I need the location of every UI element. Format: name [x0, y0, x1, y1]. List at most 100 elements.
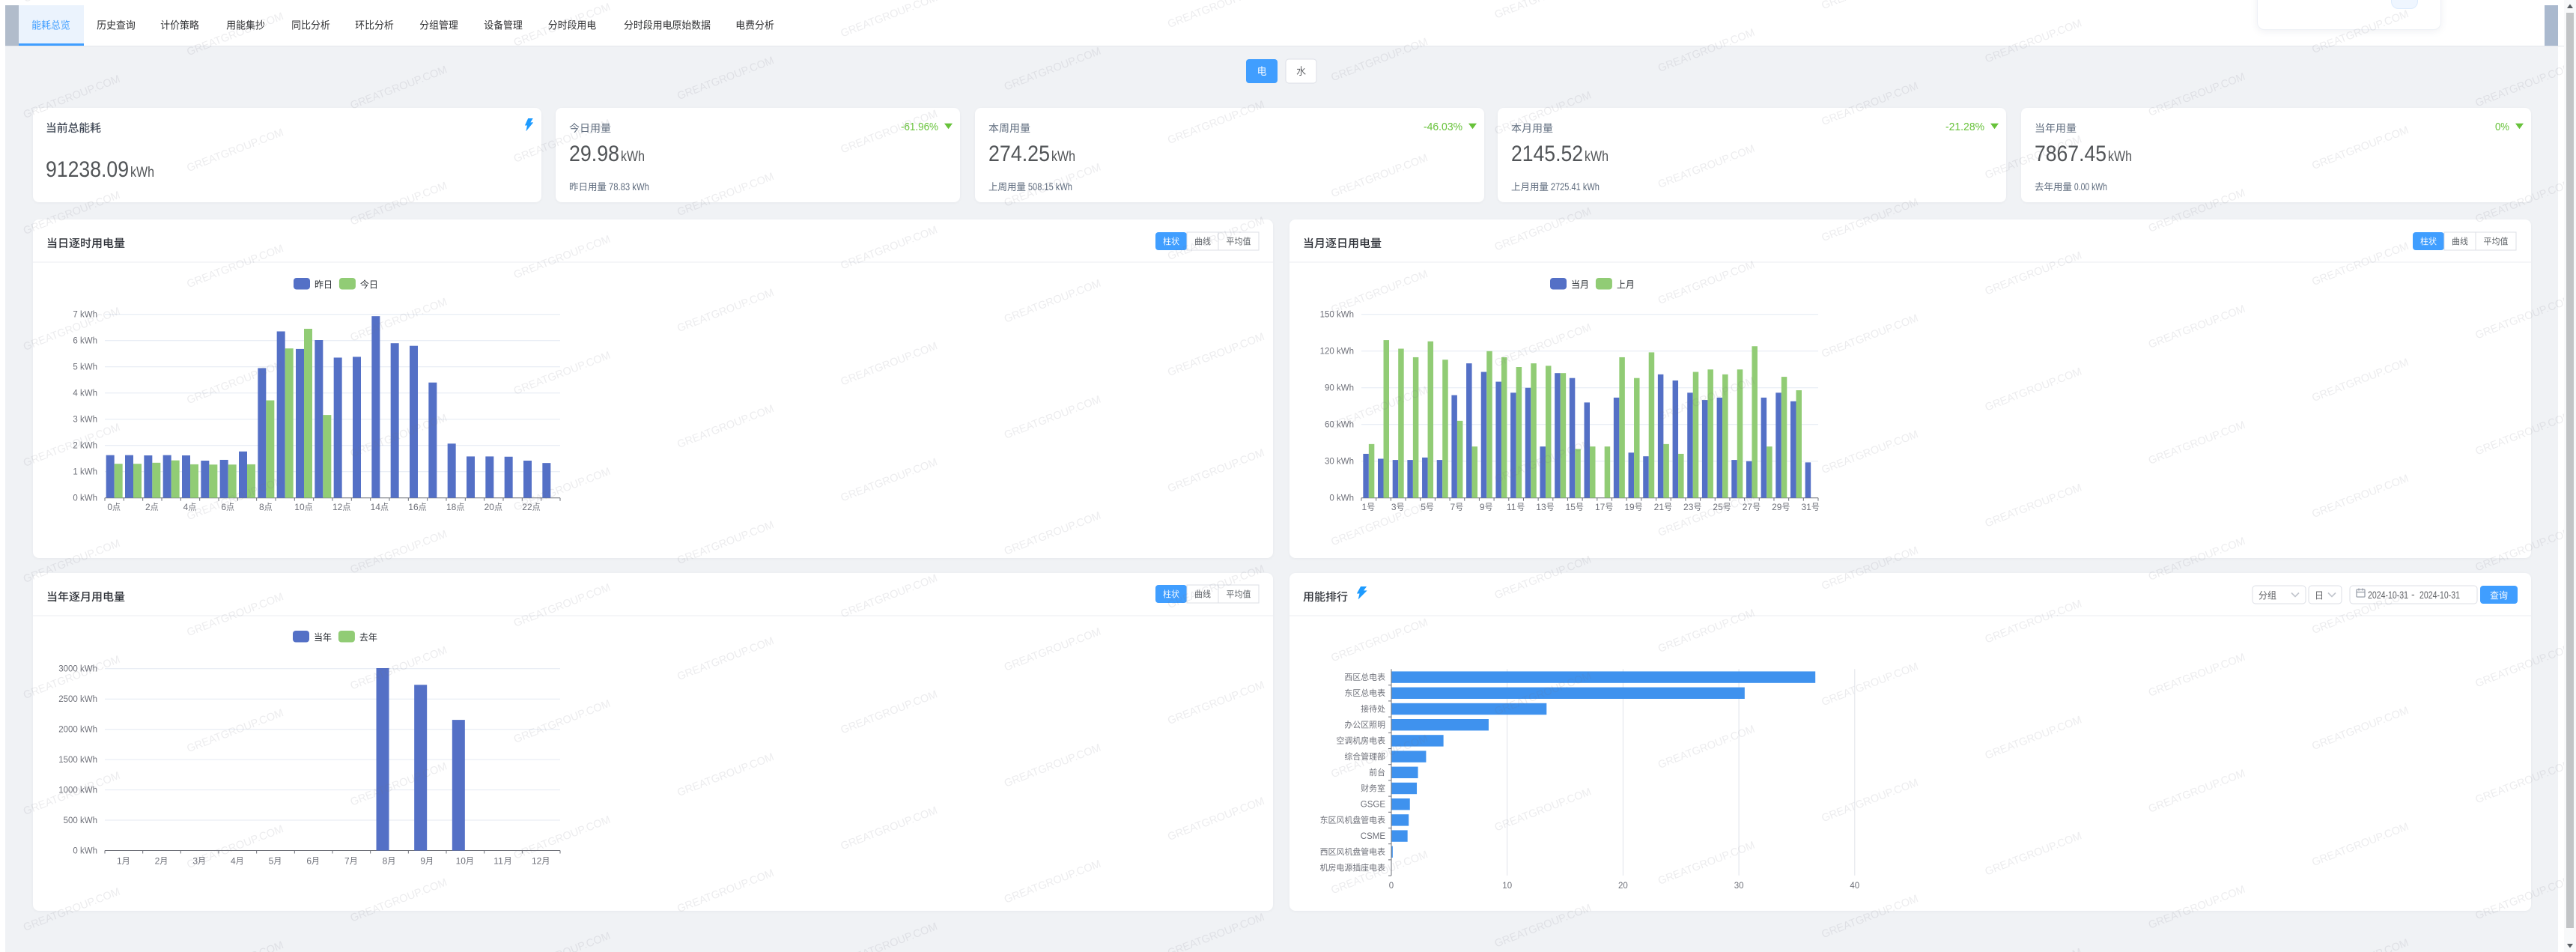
svg-text:GREATGROUP.COM: GREATGROUP.COM	[185, 10, 285, 58]
svg-text:1500 kWh: 1500 kWh	[58, 756, 97, 765]
svg-text:GREATGROUP.COM: GREATGROUP.COM	[1656, 607, 1757, 655]
svg-text:0: 0	[1389, 882, 1394, 891]
svg-text:GREATGROUP.COM: GREATGROUP.COM	[2147, 0, 2247, 3]
svg-text:GREATGROUP.COM: GREATGROUP.COM	[839, 804, 940, 852]
svg-text:GREATGROUP.COM: GREATGROUP.COM	[1984, 366, 2084, 413]
svg-text:GREATGROUP.COM: GREATGROUP.COM	[1820, 428, 1920, 476]
svg-text:GREATGROUP.COM: GREATGROUP.COM	[1984, 946, 2084, 952]
svg-text:GREATGROUP.COM: GREATGROUP.COM	[675, 55, 776, 103]
svg-text:0 kWh: 0 kWh	[1329, 494, 1354, 503]
svg-text:20: 20	[484, 502, 495, 512]
svg-text:GREATGROUP.COM: GREATGROUP.COM	[1820, 0, 1920, 12]
svg-text:12: 12	[532, 856, 542, 867]
svg-text:GREATGROUP.COM: GREATGROUP.COM	[2310, 8, 2411, 56]
svg-text:GREATGROUP.COM: GREATGROUP.COM	[185, 359, 285, 407]
svg-text:1: 1	[1361, 502, 1367, 512]
svg-text:GREATGROUP.COM: GREATGROUP.COM	[839, 0, 940, 40]
svg-text:GREATGROUP.COM: GREATGROUP.COM	[675, 751, 776, 799]
svg-text:GREATGROUP.COM: GREATGROUP.COM	[2147, 419, 2247, 467]
svg-text:22: 22	[522, 502, 532, 512]
svg-text:90 kWh: 90 kWh	[1325, 384, 1354, 393]
svg-text:GREATGROUP.COM: GREATGROUP.COM	[2474, 410, 2575, 458]
svg-text:GREATGROUP.COM: GREATGROUP.COM	[349, 528, 449, 576]
svg-text:10: 10	[294, 502, 305, 512]
svg-text:GREATGROUP.COM: GREATGROUP.COM	[1329, 500, 1430, 548]
svg-text:GREATGROUP.COM: GREATGROUP.COM	[1984, 830, 2084, 878]
svg-text:21: 21	[1654, 502, 1665, 512]
svg-text:3: 3	[192, 856, 198, 867]
svg-text:11: 11	[493, 856, 503, 867]
svg-text:GREATGROUP.COM: GREATGROUP.COM	[1329, 849, 1430, 897]
svg-text:GREATGROUP.COM: GREATGROUP.COM	[349, 876, 449, 924]
svg-text:4: 4	[183, 502, 189, 512]
svg-text:30 kWh: 30 kWh	[1325, 458, 1354, 467]
svg-text:GREATGROUP.COM: GREATGROUP.COM	[1656, 724, 1757, 771]
svg-text:GREATGROUP.COM: GREATGROUP.COM	[512, 234, 613, 282]
svg-text:2145.52: 2145.52	[1511, 142, 1583, 166]
svg-text:kWh: kWh	[2108, 149, 2132, 165]
svg-text:GREATGROUP.COM: GREATGROUP.COM	[1003, 394, 1103, 442]
svg-text:4: 4	[231, 856, 236, 867]
svg-text:7867.45: 7867.45	[2035, 142, 2106, 166]
svg-text:GREATGROUP.COM: GREATGROUP.COM	[2310, 240, 2411, 288]
svg-text:-: -	[2411, 588, 2415, 600]
svg-text:GREATGROUP.COM: GREATGROUP.COM	[1329, 268, 1430, 316]
svg-text:GREATGROUP.COM: GREATGROUP.COM	[512, 582, 613, 630]
svg-text:2: 2	[155, 856, 160, 867]
svg-text:GREATGROUP.COM: GREATGROUP.COM	[1166, 679, 1266, 727]
svg-text:7: 7	[1450, 502, 1456, 512]
svg-text:GREATGROUP.COM: GREATGROUP.COM	[22, 306, 122, 354]
svg-text:91238.09: 91238.09	[46, 157, 129, 182]
svg-text:GREATGROUP.COM: GREATGROUP.COM	[349, 180, 449, 228]
svg-text:GREATGROUP.COM: GREATGROUP.COM	[2310, 937, 2411, 952]
svg-text:40: 40	[1850, 882, 1859, 891]
svg-text:GREATGROUP.COM: GREATGROUP.COM	[675, 403, 776, 451]
svg-text:29: 29	[1772, 502, 1782, 512]
svg-text:GREATGROUP.COM: GREATGROUP.COM	[1656, 840, 1757, 888]
svg-text:2725.41 kWh: 2725.41 kWh	[1551, 181, 1600, 192]
svg-text:GREATGROUP.COM: GREATGROUP.COM	[185, 939, 285, 952]
svg-text:GREATGROUP.COM: GREATGROUP.COM	[349, 760, 449, 808]
svg-text:GREATGROUP.COM: GREATGROUP.COM	[185, 591, 285, 639]
svg-text:17: 17	[1595, 502, 1606, 512]
svg-text:GREATGROUP.COM: GREATGROUP.COM	[839, 340, 940, 388]
svg-text:GREATGROUP.COM: GREATGROUP.COM	[675, 867, 776, 915]
svg-text:GREATGROUP.COM: GREATGROUP.COM	[1493, 90, 1594, 138]
svg-text:GREATGROUP.COM: GREATGROUP.COM	[2310, 705, 2411, 753]
svg-text:GREATGROUP.COM: GREATGROUP.COM	[1166, 447, 1266, 495]
svg-text:GREATGROUP.COM: GREATGROUP.COM	[1166, 0, 1266, 31]
svg-text:27: 27	[1743, 502, 1753, 512]
svg-text:GREATGROUP.COM: GREATGROUP.COM	[2147, 884, 2247, 932]
svg-text:GREATGROUP.COM: GREATGROUP.COM	[1329, 36, 1430, 84]
svg-text:0.00 kWh: 0.00 kWh	[2074, 181, 2107, 192]
svg-text:GREATGROUP.COM: GREATGROUP.COM	[839, 572, 940, 620]
svg-text:GREATGROUP.COM: GREATGROUP.COM	[1166, 331, 1266, 379]
svg-text:2 kWh: 2 kWh	[73, 442, 97, 451]
svg-text:13: 13	[1536, 502, 1546, 512]
svg-text:GREATGROUP.COM: GREATGROUP.COM	[1984, 598, 2084, 646]
svg-text:7 kWh: 7 kWh	[73, 311, 97, 320]
svg-text:GREATGROUP.COM: GREATGROUP.COM	[1493, 206, 1594, 254]
svg-text:GREATGROUP.COM: GREATGROUP.COM	[1820, 893, 1920, 941]
svg-text:0%: 0%	[2495, 121, 2509, 133]
svg-text:0 kWh: 0 kWh	[73, 846, 97, 855]
svg-text:GREATGROUP.COM: GREATGROUP.COM	[1166, 99, 1266, 147]
svg-text:8: 8	[259, 502, 264, 512]
svg-text:GREATGROUP.COM: GREATGROUP.COM	[349, 64, 449, 112]
svg-text:GREATGROUP.COM: GREATGROUP.COM	[1003, 278, 1103, 326]
svg-text:GREATGROUP.COM: GREATGROUP.COM	[349, 296, 449, 344]
svg-text:GREATGROUP.COM: GREATGROUP.COM	[1820, 777, 1920, 825]
svg-text:3000 kWh: 3000 kWh	[58, 665, 97, 674]
svg-text:0: 0	[107, 502, 112, 512]
svg-text:6: 6	[221, 502, 226, 512]
svg-text:19: 19	[1624, 502, 1635, 512]
svg-text:25: 25	[1713, 502, 1723, 512]
svg-text:GREATGROUP.COM: GREATGROUP.COM	[1329, 616, 1430, 664]
svg-text:6: 6	[306, 856, 312, 867]
svg-text:GREATGROUP.COM: GREATGROUP.COM	[22, 73, 122, 121]
svg-text:kWh: kWh	[1585, 149, 1609, 165]
svg-text:GREATGROUP.COM: GREATGROUP.COM	[1003, 742, 1103, 790]
svg-text:2000 kWh: 2000 kWh	[58, 726, 97, 735]
svg-text:GREATGROUP.COM: GREATGROUP.COM	[1493, 786, 1594, 834]
svg-text:GREATGROUP.COM: GREATGROUP.COM	[1656, 143, 1757, 191]
